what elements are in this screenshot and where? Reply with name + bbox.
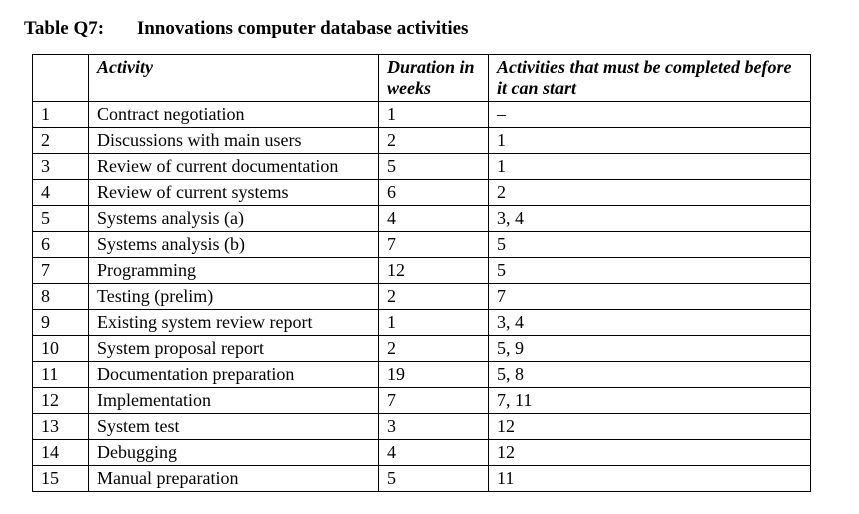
cell-index: 6 [33,232,89,258]
cell-index: 4 [33,180,89,206]
cell-duration: 12 [379,258,489,284]
cell-predecessors: 5 [489,258,811,284]
cell-activity: Review of current systems [89,180,379,206]
cell-predecessors: 11 [489,466,811,492]
cell-index: 7 [33,258,89,284]
cell-duration: 7 [379,388,489,414]
cell-activity: Programming [89,258,379,284]
col-header-activity: Activity [89,55,379,102]
cell-predecessors: 12 [489,414,811,440]
cell-activity: Existing system review report [89,310,379,336]
cell-index: 3 [33,154,89,180]
col-header-duration: Duration in weeks [379,55,489,102]
cell-duration: 4 [379,440,489,466]
cell-index: 8 [33,284,89,310]
table-row: 9 Existing system review report 1 3, 4 [33,310,811,336]
cell-activity: System proposal report [89,336,379,362]
cell-predecessors: 7, 11 [489,388,811,414]
table-caption-title: Innovations computer database activities [137,18,469,39]
cell-duration: 5 [379,154,489,180]
cell-duration: 19 [379,362,489,388]
table-row: 14 Debugging 4 12 [33,440,811,466]
cell-activity: Testing (prelim) [89,284,379,310]
cell-predecessors: 1 [489,128,811,154]
cell-activity: Manual preparation [89,466,379,492]
cell-predecessors: 1 [489,154,811,180]
table-caption: Table Q7: Innovations computer database … [24,18,835,40]
cell-predecessors: 3, 4 [489,206,811,232]
table-row: 15 Manual preparation 5 11 [33,466,811,492]
cell-duration: 1 [379,102,489,128]
cell-activity: Implementation [89,388,379,414]
cell-predecessors: 3, 4 [489,310,811,336]
table-row: 6 Systems analysis (b) 7 5 [33,232,811,258]
table-row: 10 System proposal report 2 5, 9 [33,336,811,362]
table-row: 13 System test 3 12 [33,414,811,440]
cell-activity: Debugging [89,440,379,466]
cell-duration: 6 [379,180,489,206]
cell-activity: Review of current documentation [89,154,379,180]
cell-duration: 7 [379,232,489,258]
cell-predecessors: – [489,102,811,128]
cell-duration: 2 [379,284,489,310]
cell-activity: Discussions with main users [89,128,379,154]
cell-predecessors: 5, 8 [489,362,811,388]
cell-duration: 2 [379,336,489,362]
cell-index: 10 [33,336,89,362]
cell-duration: 3 [379,414,489,440]
cell-index: 14 [33,440,89,466]
cell-activity: System test [89,414,379,440]
table-row: 11 Documentation preparation 19 5, 8 [33,362,811,388]
cell-duration: 4 [379,206,489,232]
cell-index: 9 [33,310,89,336]
cell-duration: 1 [379,310,489,336]
col-header-predecessors: Activities that must be completed before… [489,55,811,102]
table-row: 8 Testing (prelim) 2 7 [33,284,811,310]
cell-index: 12 [33,388,89,414]
cell-duration: 2 [379,128,489,154]
cell-predecessors: 5 [489,232,811,258]
activities-table: Activity Duration in weeks Activities th… [32,54,811,492]
cell-index: 13 [33,414,89,440]
col-header-index [33,55,89,102]
table-row: 5 Systems analysis (a) 4 3, 4 [33,206,811,232]
cell-index: 15 [33,466,89,492]
cell-activity: Systems analysis (a) [89,206,379,232]
cell-index: 1 [33,102,89,128]
table-row: 3 Review of current documentation 5 1 [33,154,811,180]
cell-duration: 5 [379,466,489,492]
cell-activity: Systems analysis (b) [89,232,379,258]
cell-predecessors: 5, 9 [489,336,811,362]
cell-predecessors: 12 [489,440,811,466]
table-header-row: Activity Duration in weeks Activities th… [33,55,811,102]
cell-predecessors: 2 [489,180,811,206]
table-row: 7 Programming 12 5 [33,258,811,284]
table-row: 12 Implementation 7 7, 11 [33,388,811,414]
table-row: 1 Contract negotiation 1 – [33,102,811,128]
cell-index: 11 [33,362,89,388]
cell-index: 5 [33,206,89,232]
table-row: 4 Review of current systems 6 2 [33,180,811,206]
table-row: 2 Discussions with main users 2 1 [33,128,811,154]
table-caption-label: Table Q7: [24,18,104,39]
cell-index: 2 [33,128,89,154]
cell-activity: Documentation preparation [89,362,379,388]
cell-predecessors: 7 [489,284,811,310]
cell-activity: Contract negotiation [89,102,379,128]
